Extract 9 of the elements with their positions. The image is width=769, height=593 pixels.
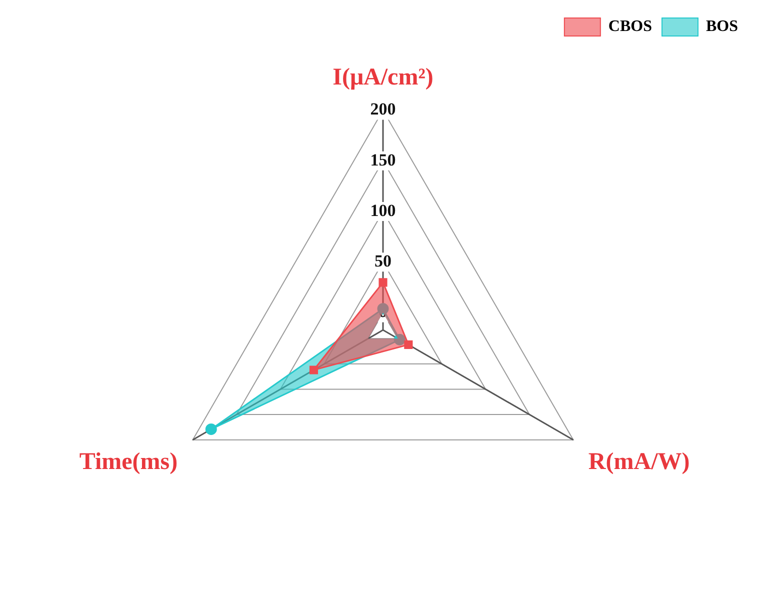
y-tick-label: 100 (370, 200, 396, 220)
legend-label: BOS (706, 18, 738, 36)
spoke-label: Time(ms) (79, 449, 178, 476)
legend-label: CBOS (608, 18, 652, 36)
spoke-label: R(mA/W) (588, 449, 690, 476)
y-tick-label: 150 (370, 150, 396, 170)
y-tick-label: 50 (374, 252, 392, 271)
spoke-label: I(μA/cm²) (332, 64, 434, 91)
y-tick-label: 200 (370, 100, 396, 119)
